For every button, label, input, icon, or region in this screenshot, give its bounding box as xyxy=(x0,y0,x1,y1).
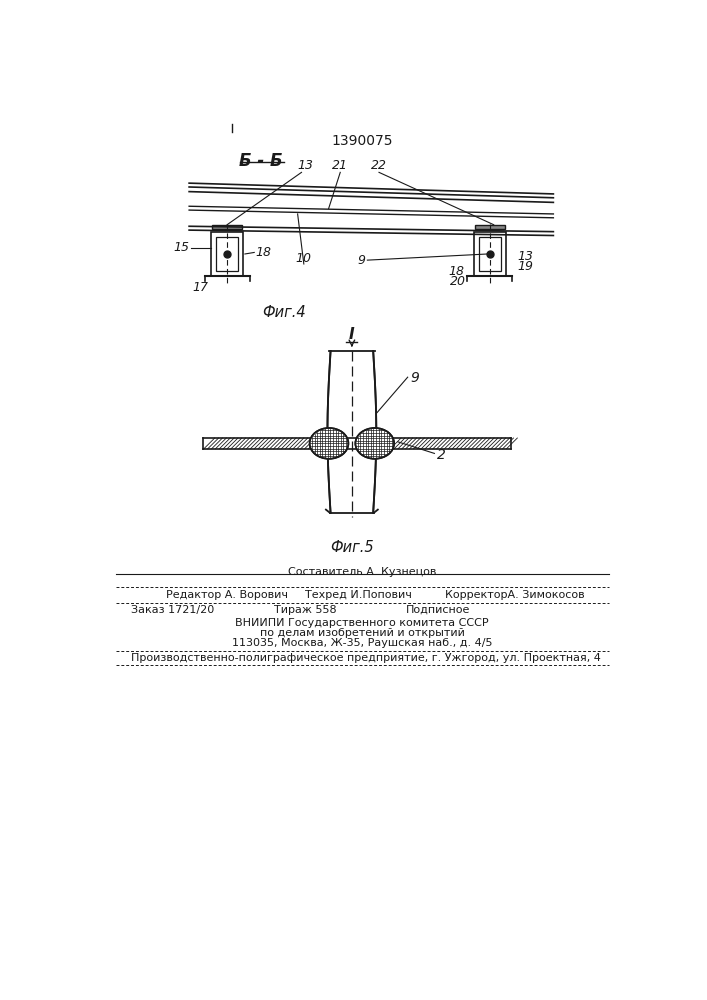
Text: 2: 2 xyxy=(437,448,445,462)
Text: I: I xyxy=(349,327,355,342)
Text: 9: 9 xyxy=(410,371,419,385)
Text: 20: 20 xyxy=(450,275,465,288)
Bar xyxy=(212,225,242,229)
Ellipse shape xyxy=(310,428,349,459)
Text: Техред И.Попович: Техред И.Попович xyxy=(305,590,412,600)
Bar xyxy=(474,232,506,276)
Text: 22: 22 xyxy=(371,159,387,172)
Text: КорректорА. Зимокосов: КорректорА. Зимокосов xyxy=(445,590,585,600)
Text: 15: 15 xyxy=(173,241,189,254)
Text: Фиг.5: Фиг.5 xyxy=(330,540,374,555)
Text: Составитель А. Кузнецов: Составитель А. Кузнецов xyxy=(288,567,436,577)
Text: 113035, Москва, Ж-35, Раушская наб., д. 4/5: 113035, Москва, Ж-35, Раушская наб., д. … xyxy=(232,638,492,648)
Text: Заказ 1721/20: Заказ 1721/20 xyxy=(131,605,214,615)
Text: 21: 21 xyxy=(332,159,349,172)
Text: по делам изобретений и открытий: по делам изобретений и открытий xyxy=(259,628,464,638)
Text: 13: 13 xyxy=(517,250,533,263)
Text: Подписное: Подписное xyxy=(406,605,470,615)
Text: 9: 9 xyxy=(357,254,366,267)
Text: 19: 19 xyxy=(517,260,533,273)
Text: Редактор А. Ворович: Редактор А. Ворович xyxy=(166,590,288,600)
Bar xyxy=(216,237,238,271)
Text: 18: 18 xyxy=(448,265,464,278)
Text: 17: 17 xyxy=(192,281,209,294)
Ellipse shape xyxy=(356,428,394,459)
Text: 13: 13 xyxy=(298,159,313,172)
Text: Производственно-полиграфическое предприятие, г. Ужгород, ул. Проектная, 4: Производственно-полиграфическое предприя… xyxy=(131,653,601,663)
Text: 18: 18 xyxy=(255,246,271,259)
Bar xyxy=(475,225,505,229)
Text: 1390075: 1390075 xyxy=(331,134,392,148)
Bar xyxy=(211,232,243,276)
Text: ВНИИПИ Государственного комитета СССР: ВНИИПИ Государственного комитета СССР xyxy=(235,618,489,628)
Text: Тираж 558: Тираж 558 xyxy=(274,605,337,615)
Bar xyxy=(479,237,501,271)
Text: 10: 10 xyxy=(296,252,312,265)
Text: Фиг.4: Фиг.4 xyxy=(262,305,306,320)
Text: Б - Б: Б - Б xyxy=(239,152,282,170)
